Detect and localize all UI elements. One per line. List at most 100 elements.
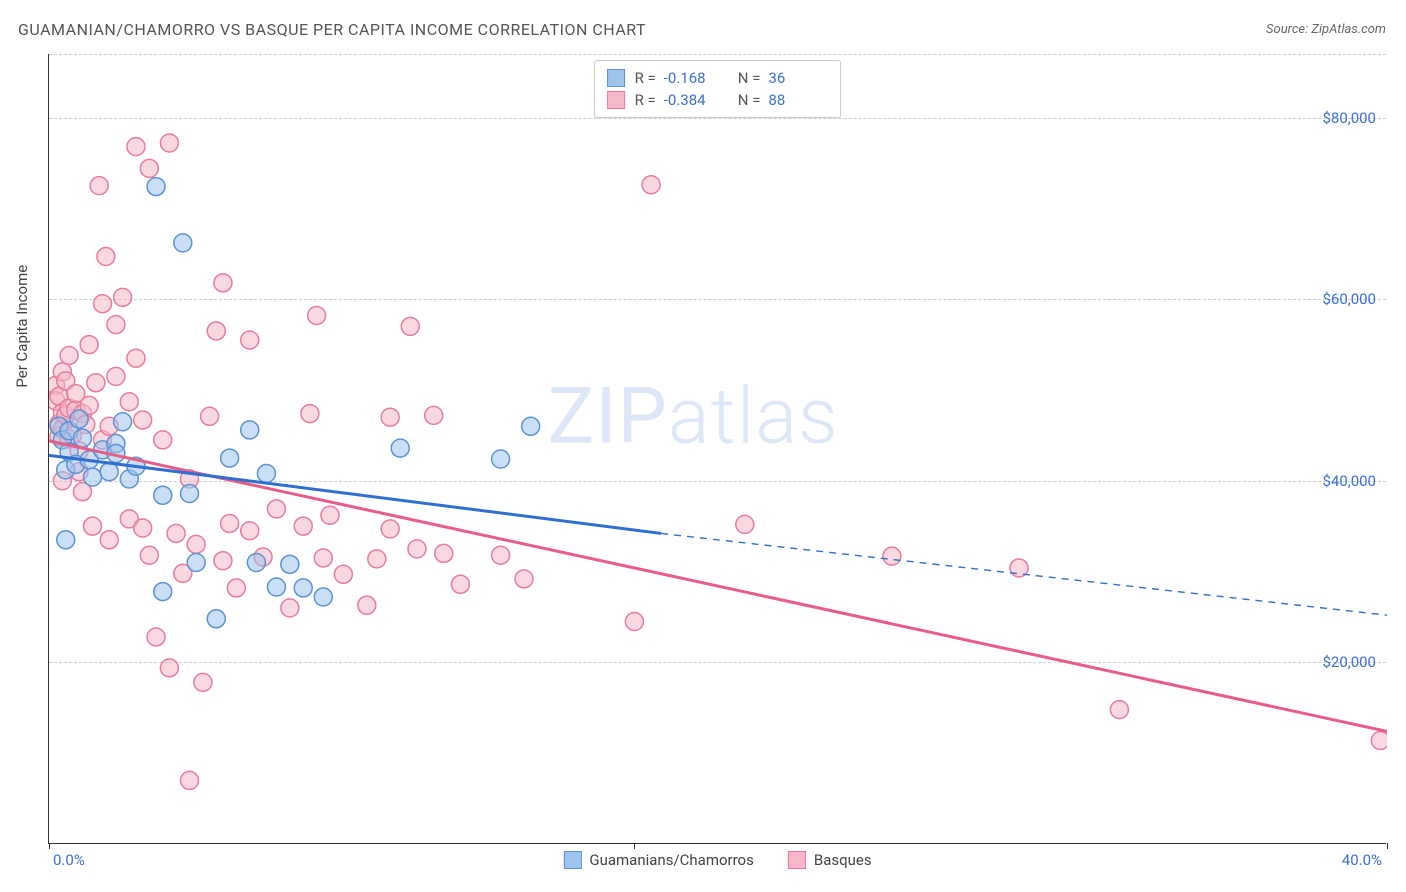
scatter-point-b [134,519,152,537]
scatter-point-b [107,367,125,385]
n-value-a: 36 [768,67,824,89]
scatter-point-b [401,317,419,335]
scatter-point-b [515,570,533,588]
r-label-b: R = [635,89,656,111]
scatter-point-b [381,520,399,538]
scatter-point-a [207,610,225,628]
scatter-point-b [267,500,285,518]
scatter-point-b [94,295,112,313]
scatter-point-b [180,771,198,789]
scatter-point-b [241,522,259,540]
scatter-point-a [147,178,165,196]
scatter-point-a [294,579,312,597]
scatter-point-b [83,517,101,535]
scatter-point-b [625,613,643,631]
scatter-point-b [147,628,165,646]
correlation-legend-box: R = -0.168 N = 36 R = -0.384 N = 88 [594,60,842,118]
scatter-point-b [194,673,212,691]
n-label-a: N = [738,67,761,89]
scatter-point-b [321,506,339,524]
scatter-point-a [83,468,101,486]
scatter-point-b [107,316,125,334]
legend-swatch-a [607,69,625,87]
scatter-point-b [207,322,225,340]
scatter-point-a [174,234,192,252]
scatter-point-b [90,177,108,195]
scatter-point-b [140,159,158,177]
scatter-point-b [883,547,901,565]
scatter-point-a [391,439,409,457]
scatter-point-b [214,274,232,292]
scatter-point-a [522,417,540,435]
scatter-point-a [241,421,259,439]
scatter-point-a [257,465,275,483]
x-tick-mark [1387,843,1388,849]
scatter-point-b [451,575,469,593]
scatter-point-b [281,599,299,617]
scatter-point-b [140,546,158,564]
chart-title: GUAMANIAN/CHAMORRO VS BASQUE PER CAPITA … [18,20,646,39]
scatter-point-b [114,288,132,306]
x-max-label: 40.0% [1342,851,1382,869]
scatter-point-a [73,429,91,447]
scatter-point-b [134,411,152,429]
scatter-point-b [1371,731,1387,749]
scatter-point-b [201,407,219,425]
scatter-point-a [100,463,118,481]
scatter-point-b [358,596,376,614]
scatter-point-b [160,134,178,152]
trend-line [49,441,1387,732]
scatter-point-a [187,554,205,572]
scatter-point-a [180,484,198,502]
scatter-point-a [267,578,285,596]
scatter-point-b [97,247,115,265]
scatter-point-b [1110,701,1128,719]
scatter-point-a [281,555,299,573]
scatter-point-b [127,138,145,156]
scatter-point-a [57,531,75,549]
scatter-point-b [314,549,332,567]
scatter-point-b [221,514,239,532]
x-axis-labels: 0.0% 40.0% [49,849,1386,869]
scatter-point-b [301,405,319,423]
scatter-point-b [154,431,172,449]
scatter-point-b [120,393,138,411]
scatter-point-a [221,449,239,467]
y-axis-label: Per Capita Income [13,265,31,388]
scatter-point-b [368,550,386,568]
scatter-point-b [425,406,443,424]
scatter-point-b [227,579,245,597]
scatter-point-b [381,408,399,426]
legend-row-series-b: R = -0.384 N = 88 [607,89,825,111]
source-attribution: Source: ZipAtlas.com [1266,22,1386,37]
scatter-point-b [167,524,185,542]
scatter-point-b [642,176,660,194]
scatter-point-a [114,413,132,431]
n-value-b: 88 [768,89,824,111]
legend-row-series-a: R = -0.168 N = 36 [607,67,825,89]
scatter-point-b [408,540,426,558]
scatter-point-b [187,535,205,553]
legend-swatch-b [607,91,625,109]
scatter-point-b [127,349,145,367]
scatter-point-a [492,450,510,468]
r-label-a: R = [635,67,656,89]
scatter-point-b [736,515,754,533]
scatter-point-b [294,517,312,535]
scatter-point-a [70,410,88,428]
scatter-point-a [314,588,332,606]
scatter-plot-svg [49,54,1387,844]
trend-line-extrapolated [661,533,1387,615]
scatter-point-b [214,552,232,570]
scatter-point-b [160,659,178,677]
r-value-b: -0.384 [664,89,720,111]
scatter-point-a [154,583,172,601]
scatter-point-b [492,546,510,564]
chart-plot-area: $20,000$40,000$60,000$80,000 R = -0.168 … [48,54,1386,844]
scatter-point-b [80,336,98,354]
n-label-b: N = [738,89,761,111]
scatter-point-b [435,544,453,562]
scatter-point-b [308,307,326,325]
scatter-point-b [60,346,78,364]
scatter-point-b [334,565,352,583]
